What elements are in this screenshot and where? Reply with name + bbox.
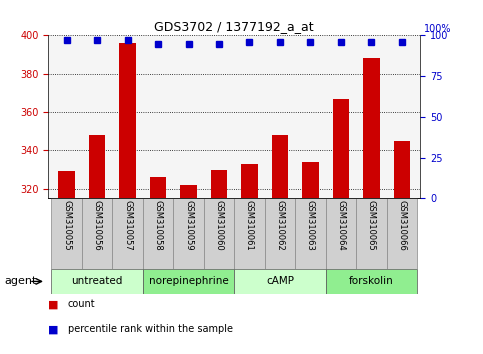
Text: ■: ■ — [48, 324, 59, 334]
Title: GDS3702 / 1377192_a_at: GDS3702 / 1377192_a_at — [155, 20, 314, 33]
Text: cAMP: cAMP — [266, 276, 294, 286]
Bar — [180, 185, 197, 198]
Text: GSM310057: GSM310057 — [123, 200, 132, 251]
Bar — [271, 135, 288, 198]
Bar — [51, 269, 143, 294]
Bar — [326, 269, 417, 294]
Text: GSM310065: GSM310065 — [367, 200, 376, 251]
Bar — [265, 198, 295, 269]
Bar — [143, 269, 234, 294]
Bar — [89, 135, 105, 198]
Text: count: count — [68, 299, 95, 309]
Text: GSM310061: GSM310061 — [245, 200, 254, 251]
Text: GSM310063: GSM310063 — [306, 200, 315, 251]
Text: GSM310059: GSM310059 — [184, 200, 193, 251]
Bar — [241, 164, 258, 198]
Bar — [150, 177, 167, 198]
Bar — [234, 269, 326, 294]
Text: 100%: 100% — [424, 24, 452, 34]
Bar — [51, 198, 82, 269]
Bar — [387, 198, 417, 269]
Bar — [113, 198, 143, 269]
Bar — [204, 198, 234, 269]
Bar — [119, 43, 136, 198]
Text: GSM310064: GSM310064 — [337, 200, 345, 251]
Bar — [295, 198, 326, 269]
Text: GSM310056: GSM310056 — [93, 200, 101, 251]
Bar — [363, 58, 380, 198]
Text: percentile rank within the sample: percentile rank within the sample — [68, 324, 233, 334]
Bar — [234, 198, 265, 269]
Bar — [173, 198, 204, 269]
Text: GSM310066: GSM310066 — [398, 200, 406, 251]
Text: GSM310062: GSM310062 — [275, 200, 284, 251]
Bar — [302, 162, 319, 198]
Text: agent: agent — [5, 276, 37, 286]
Bar — [143, 198, 173, 269]
Bar — [326, 198, 356, 269]
Text: GSM310058: GSM310058 — [154, 200, 163, 251]
Text: forskolin: forskolin — [349, 276, 394, 286]
Bar — [356, 198, 387, 269]
Text: GSM310060: GSM310060 — [214, 200, 224, 251]
Bar — [58, 171, 75, 198]
Text: ■: ■ — [48, 299, 59, 309]
Text: GSM310055: GSM310055 — [62, 200, 71, 251]
Text: untreated: untreated — [71, 276, 123, 286]
Bar — [394, 141, 410, 198]
Text: norepinephrine: norepinephrine — [149, 276, 228, 286]
Bar — [82, 198, 113, 269]
Bar — [333, 99, 349, 198]
Bar — [211, 170, 227, 198]
